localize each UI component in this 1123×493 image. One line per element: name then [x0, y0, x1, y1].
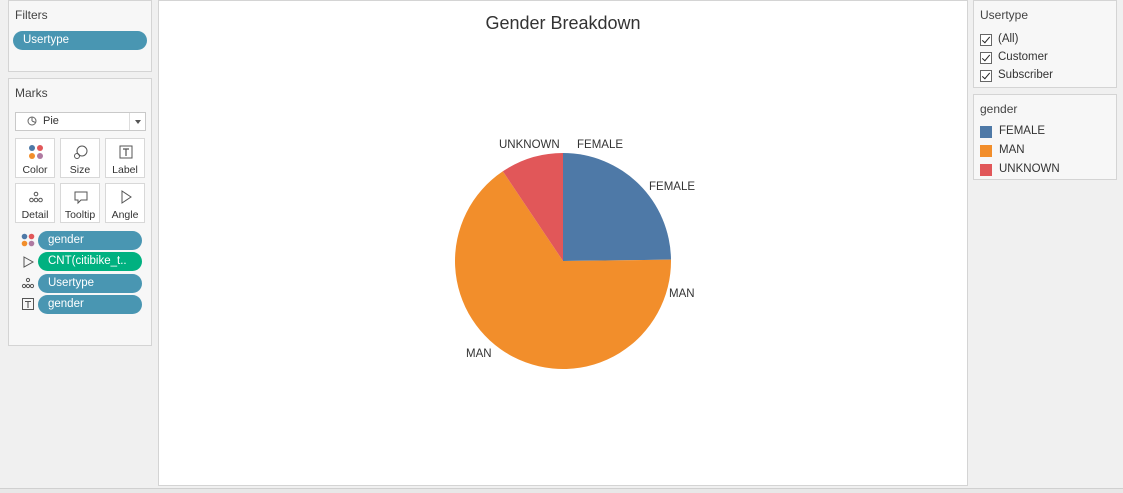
pie-chart: UNKNOWN FEMALE FEMALE MAN MAN	[455, 139, 695, 369]
angle-icon	[23, 256, 35, 268]
legend-swatch	[980, 126, 992, 138]
filters-title: Filters	[15, 8, 48, 22]
mark-type-label: Pie	[43, 115, 59, 127]
checkbox-customer-label: Customer	[998, 51, 1048, 63]
detail-icon	[29, 191, 43, 203]
color-dots-icon	[29, 145, 43, 159]
detail-button-label: Detail	[21, 209, 49, 221]
slice-label-female: FEMALE	[577, 139, 623, 151]
angle-button[interactable]: Angle	[105, 183, 145, 223]
label-icon	[22, 298, 34, 310]
mark-type-dropdown[interactable]: Pie	[15, 112, 146, 131]
chevron-down-icon[interactable]	[129, 113, 145, 130]
slice-label-man: MAN	[669, 288, 695, 300]
color-button-label: Color	[22, 164, 48, 176]
pie-slice-female[interactable]	[563, 153, 671, 261]
legend-item-label: UNKNOWN	[999, 163, 1060, 175]
pie-icon	[27, 116, 37, 126]
checkbox-icon[interactable]	[980, 70, 992, 82]
tooltip-icon	[74, 191, 88, 205]
legend-swatch	[980, 145, 992, 157]
chart-title: Gender Breakdown	[485, 13, 641, 33]
bottom-scrollbar[interactable]	[0, 488, 1123, 493]
chart-area: Gender Breakdown UNKNOWN FEMALE FEMALE MAN M…	[158, 0, 968, 486]
label-button-label: Label	[112, 164, 138, 176]
filters-panel: Filters Usertype	[8, 0, 152, 72]
label-button[interactable]: Label	[105, 138, 145, 178]
detail-button[interactable]: Detail	[15, 183, 55, 223]
angle-icon	[121, 190, 132, 204]
slice-label-unknown: UNKNOWN	[499, 139, 560, 151]
angle-button-label: Angle	[111, 209, 139, 221]
detail-icon	[21, 277, 35, 289]
checkbox-icon[interactable]	[980, 52, 992, 64]
marks-title: Marks	[15, 86, 48, 100]
color-dots-icon	[21, 233, 35, 247]
legend-swatch	[980, 164, 992, 176]
size-button-label: Size	[69, 164, 91, 176]
gender-legend-card: gender FEMALE MAN UNKNOWN	[973, 94, 1117, 180]
usertype-filter-card: Usertype (All) Customer Subscriber	[973, 0, 1117, 88]
pie-slice-man[interactable]	[455, 171, 672, 369]
slice-label-man: MAN	[466, 348, 492, 360]
usertype-filter-title: Usertype	[980, 8, 1029, 22]
pie-slice-unknown[interactable]	[502, 153, 563, 261]
field-pill-gender-label[interactable]: gender	[38, 295, 142, 314]
legend-item-label: FEMALE	[999, 125, 1046, 137]
marks-panel: Marks Pie Color Size Label	[8, 78, 152, 346]
filter-pill-usertype[interactable]: Usertype	[13, 31, 147, 50]
field-pill-usertype-detail[interactable]: Usertype	[38, 274, 142, 293]
size-button[interactable]: Size	[60, 138, 100, 178]
checkbox-subscriber-label: Subscriber	[998, 69, 1053, 81]
slice-label-female: FEMALE	[649, 181, 695, 193]
size-icon	[74, 145, 88, 159]
tooltip-button-label: Tooltip	[64, 209, 96, 221]
legend-item-label: MAN	[999, 144, 1025, 156]
gender-legend-title: gender	[980, 102, 1018, 116]
label-icon	[119, 145, 133, 159]
tooltip-button[interactable]: Tooltip	[60, 183, 100, 223]
checkbox-all-label: (All)	[998, 33, 1019, 45]
field-pill-count-angle[interactable]: CNT(citibike_t..	[38, 252, 142, 271]
field-pill-gender-color[interactable]: gender	[38, 231, 142, 250]
color-button[interactable]: Color	[15, 138, 55, 178]
checkbox-icon[interactable]	[980, 34, 992, 46]
